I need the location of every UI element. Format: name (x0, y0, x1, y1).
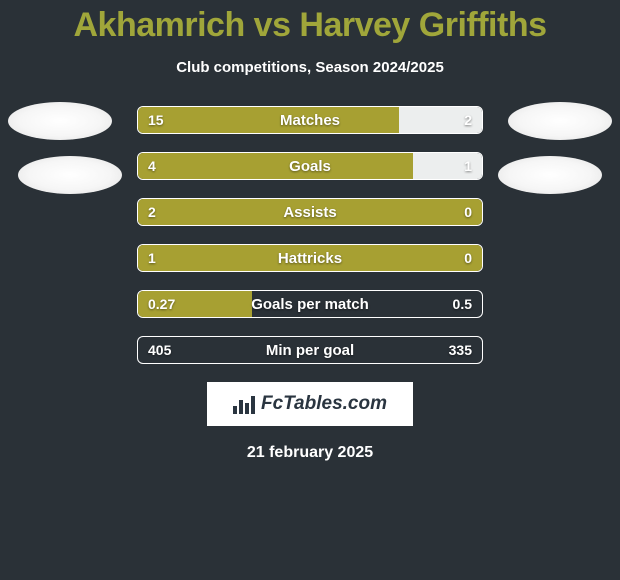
metric-row: 41Goals (137, 152, 483, 180)
right-value: 335 (449, 337, 472, 363)
left-bar-fill (138, 199, 482, 225)
bar-chart-icon (233, 394, 255, 414)
player1-avatar-placeholder-bottom (18, 156, 122, 194)
player1-avatar-placeholder-top (8, 102, 112, 140)
left-bar-fill (138, 291, 252, 317)
left-bar-fill (138, 245, 482, 271)
date-label: 21 february 2025 (0, 444, 620, 462)
page-subtitle: Club competitions, Season 2024/2025 (0, 59, 620, 76)
page-title: Akhamrich vs Harvey Griffiths (0, 0, 620, 45)
player2-avatar-placeholder-bottom (498, 156, 602, 194)
right-bar-fill (399, 107, 482, 133)
metric-row: 20Assists (137, 198, 483, 226)
metric-row: 10Hattricks (137, 244, 483, 272)
fctables-logo: FcTables.com (207, 382, 413, 426)
left-value: 405 (148, 337, 171, 363)
comparison-chart: 152Matches 41Goals 20Assists 10Hattricks 0.2… (0, 106, 620, 364)
bars-container: 152Matches 41Goals 20Assists 10Hattricks 0.2… (137, 106, 483, 364)
metric-label: Min per goal (138, 337, 482, 363)
metric-row: 152Matches (137, 106, 483, 134)
metric-row: 405 335Min per goal (137, 336, 483, 364)
logo-text: FcTables.com (261, 393, 387, 415)
player2-avatar-placeholder-top (508, 102, 612, 140)
left-bar-fill (138, 153, 413, 179)
right-bar-fill (413, 153, 482, 179)
left-bar-fill (138, 107, 399, 133)
right-value: 0.5 (453, 291, 472, 317)
metric-row: 0.270.5Goals per match (137, 290, 483, 318)
